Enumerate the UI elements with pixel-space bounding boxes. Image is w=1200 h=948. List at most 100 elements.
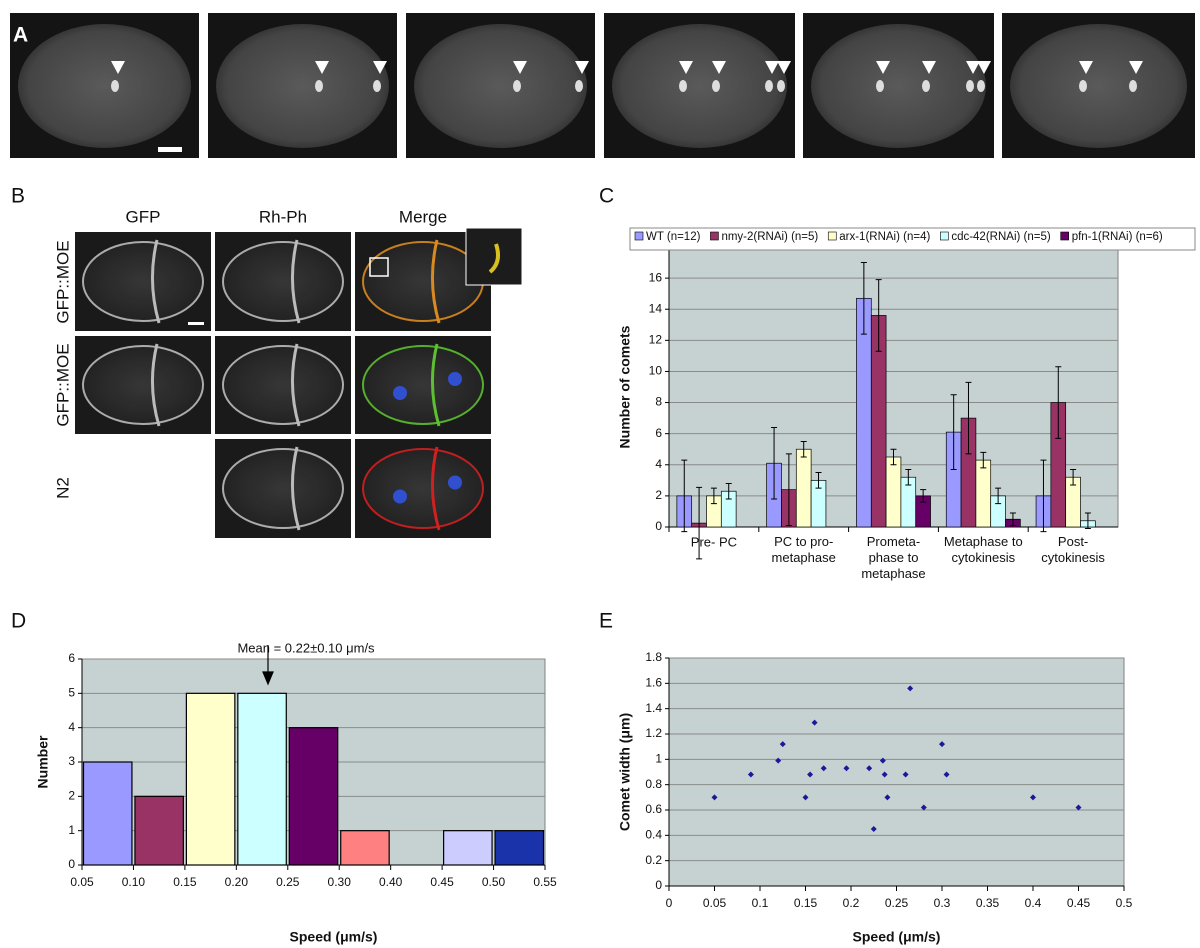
point	[879, 757, 886, 764]
comet	[575, 80, 583, 92]
point	[843, 765, 850, 772]
embryo	[18, 24, 191, 148]
error-bar	[905, 468, 912, 486]
x-tick-label: Pre- PC	[691, 534, 737, 549]
inset-comet	[488, 243, 500, 274]
cell-boundary	[431, 239, 441, 324]
bar	[885, 456, 902, 528]
embryo	[811, 24, 986, 148]
annotation-arrow	[262, 645, 274, 686]
column-header: Rh-Ph	[259, 207, 307, 226]
point	[802, 794, 809, 801]
y-tick-label: 0.8	[645, 777, 662, 791]
point	[1030, 794, 1036, 801]
comet	[111, 80, 119, 92]
comet	[765, 80, 773, 92]
error-bar	[920, 489, 927, 503]
annotation: Mean = 0.22±0.10 μm/s	[237, 640, 375, 655]
y-tick-label: 4	[68, 720, 75, 734]
error-bar	[995, 487, 1002, 505]
y-tick-label: 3	[68, 754, 75, 768]
panel-label: D	[11, 610, 26, 633]
error-bar	[725, 482, 732, 500]
cell-boundary	[151, 343, 161, 427]
embryo	[414, 24, 587, 148]
x-axis-title: Speed (μm/s)	[853, 929, 941, 945]
point	[881, 771, 888, 778]
y-tick-label: 1.8	[645, 650, 662, 664]
comet	[373, 80, 381, 92]
x-tick-label: 0.20	[225, 875, 249, 889]
embryo	[222, 448, 344, 529]
error-bar	[771, 426, 778, 500]
x-tick-label: 0.25	[276, 875, 300, 889]
y-tick-label: 0	[68, 857, 75, 871]
row-label: N2	[53, 477, 72, 499]
arrowhead	[876, 61, 890, 74]
point	[775, 757, 782, 764]
nucleus	[448, 475, 462, 490]
point	[920, 804, 927, 811]
row-label: GFP::MOE	[53, 240, 72, 323]
y-tick-label: 1	[68, 823, 75, 837]
error-bar	[860, 262, 867, 335]
panel-label: C	[599, 185, 614, 208]
x-tick-label: 0.05	[703, 896, 727, 910]
y-axis-title: Number	[35, 735, 51, 788]
legend-swatch	[940, 231, 949, 241]
error-bar	[1084, 512, 1091, 530]
legend-swatch	[634, 231, 644, 241]
comet	[679, 80, 687, 92]
x-tick-label: 0.55	[533, 875, 557, 889]
x-axis-title: Speed (μm/s)	[290, 929, 378, 945]
nucleus	[448, 372, 462, 386]
error-bar	[965, 381, 972, 455]
bar	[288, 727, 339, 866]
legend-label: nmy-2(RNAi) (n=5)	[721, 231, 818, 243]
point	[779, 741, 786, 748]
x-tick-label: PC to pro-metaphase	[772, 534, 836, 565]
arrowhead	[765, 61, 779, 74]
legend-label: arx-1(RNAi) (n=4)	[839, 231, 930, 243]
cell-boundary	[151, 239, 161, 324]
arrowhead	[373, 61, 387, 74]
legend-swatch	[1060, 231, 1069, 241]
y-tick-label: 6	[68, 651, 75, 665]
x-tick-label: 0.25	[885, 896, 909, 910]
scale-bar	[188, 322, 204, 325]
y-tick-label: 0.2	[645, 853, 662, 867]
x-tick-label: Prometa-phase to metaphase	[861, 534, 925, 581]
legend-label: WT (n=12)	[646, 231, 701, 243]
y-tick-label: 14	[649, 301, 663, 315]
embryo	[362, 345, 484, 425]
x-tick-label: Post-cytokinesis	[1041, 534, 1105, 565]
comet	[977, 80, 985, 92]
legend-swatch	[827, 231, 837, 241]
y-tick-label: 6	[655, 426, 662, 440]
bar	[82, 761, 133, 866]
bar	[975, 459, 992, 528]
comet	[1079, 80, 1087, 92]
comet	[966, 80, 974, 92]
y-tick-label: 8	[655, 395, 662, 409]
error-bar	[785, 453, 792, 526]
bar	[443, 830, 493, 866]
error-bar	[710, 487, 717, 505]
y-tick-label: 12	[649, 333, 663, 347]
arrowhead	[1079, 61, 1093, 74]
cell-boundary	[291, 446, 301, 531]
bar	[795, 448, 812, 528]
error-bar	[890, 448, 897, 466]
y-tick-label: 5	[68, 686, 75, 700]
error-bar	[681, 459, 688, 533]
bar	[134, 795, 184, 866]
legend-swatch	[710, 231, 719, 241]
x-tick-label: 0.05	[70, 875, 94, 889]
comet	[513, 80, 521, 92]
embryo	[82, 241, 204, 322]
point	[870, 826, 877, 832]
y-tick-label: 1.2	[645, 726, 662, 740]
panel-label: E	[599, 610, 613, 633]
point	[943, 771, 950, 778]
